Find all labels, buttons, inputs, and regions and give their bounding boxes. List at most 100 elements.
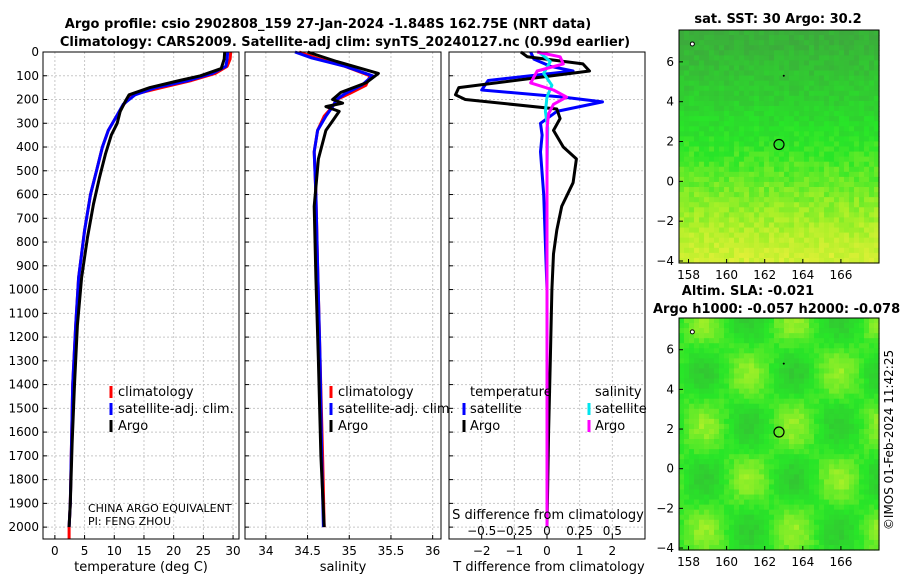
heatmap-cell [734, 393, 740, 400]
series-line-satellite-adj-clim- [294, 50, 375, 528]
heatmap-cell [679, 494, 685, 501]
heatmap-cell [804, 90, 810, 97]
heatmap-cell [709, 398, 715, 405]
heatmap-cell [864, 121, 870, 127]
y-tick-label: 800 [16, 235, 39, 249]
heatmap-cell [704, 151, 710, 158]
heatmap-cell [714, 388, 720, 395]
heatmap-cell [759, 146, 765, 153]
heatmap-cell [719, 529, 725, 536]
heatmap-cell [779, 55, 785, 61]
heatmap-cell [814, 504, 820, 511]
heatmap-cell [864, 237, 870, 244]
heatmap-cell [789, 116, 795, 122]
heatmap-cell [689, 197, 695, 203]
heatmap-cell [804, 207, 810, 213]
heatmap-cell [854, 368, 860, 375]
heatmap-cell [684, 227, 690, 234]
heatmap-cell [714, 348, 720, 354]
heatmap-cell [694, 187, 700, 193]
heatmap-cell [729, 504, 735, 511]
heatmap-cell [719, 343, 725, 349]
heatmap-cell [774, 40, 780, 46]
heatmap-cell [869, 318, 875, 324]
heatmap-cell [814, 348, 820, 354]
heatmap-cell [829, 166, 835, 173]
heatmap-cell [839, 338, 845, 344]
heatmap-cell [849, 534, 855, 541]
heatmap-cell [769, 393, 775, 400]
heatmap-cell [684, 413, 690, 420]
heatmap-cell [834, 65, 840, 72]
heatmap-cell [699, 40, 705, 46]
heatmap-cell [859, 343, 865, 349]
heatmap-cell [689, 202, 695, 208]
heatmap-cell [734, 192, 740, 198]
heatmap-cell [769, 131, 775, 137]
heatmap-cell [699, 60, 705, 67]
heatmap-cell [874, 141, 880, 148]
heatmap-cell [864, 80, 870, 87]
heatmap-cell [859, 141, 865, 148]
heatmap-cell [829, 534, 835, 541]
y-tick-label: 500 [16, 164, 39, 178]
heatmap-cell [679, 464, 685, 470]
heatmap-cell [739, 479, 745, 486]
heatmap-cell [799, 222, 805, 229]
heatmap-cell [749, 353, 755, 359]
heatmap-cell [734, 444, 740, 450]
heatmap-cell [704, 469, 710, 475]
heatmap-cell [744, 161, 750, 168]
heatmap-cell [814, 136, 820, 143]
heatmap-cell [824, 363, 830, 370]
heatmap-cell [769, 479, 775, 486]
heatmap-cell [694, 65, 700, 72]
heatmap-cell [794, 398, 800, 405]
heatmap-cell [754, 343, 760, 349]
heatmap-cell [769, 388, 775, 395]
heatmap-cell [724, 161, 730, 168]
heatmap-cell [859, 499, 865, 506]
heatmap-cell [694, 111, 700, 117]
heatmap-cell [784, 338, 790, 344]
heatmap-cell [759, 55, 765, 61]
heatmap-cell [689, 252, 695, 259]
heatmap-cell [689, 35, 695, 41]
heatmap-cell [799, 333, 805, 339]
heatmap-cell [844, 423, 850, 430]
heatmap-cell [864, 257, 870, 264]
heatmap-cell [709, 70, 715, 77]
heatmap-cell [774, 30, 780, 36]
heatmap-cell [709, 55, 715, 61]
heatmap-cell [714, 222, 720, 229]
heatmap-cell [684, 479, 690, 486]
heatmap-cell [789, 318, 795, 324]
heatmap-cell [724, 378, 730, 385]
heatmap-cell [874, 393, 880, 400]
heatmap-cell [709, 121, 715, 127]
heatmap-cell [739, 55, 745, 61]
heatmap-cell [849, 192, 855, 198]
heatmap-cell [754, 348, 760, 354]
heatmap-cell [849, 529, 855, 536]
heatmap-cell [874, 161, 880, 168]
heatmap-cell [859, 181, 865, 188]
heatmap-cell [859, 151, 865, 158]
heatmap-cell [854, 217, 860, 224]
heatmap-cell [804, 524, 810, 531]
heatmap-cell [744, 423, 750, 430]
heatmap-cell [689, 499, 695, 506]
heatmap-cell [749, 328, 755, 334]
heatmap-cell [844, 418, 850, 425]
heatmap-cell [869, 418, 875, 425]
heatmap-cell [729, 90, 735, 97]
heatmap-cell [689, 323, 695, 329]
heatmap-cell [829, 434, 835, 440]
heatmap-cell [814, 519, 820, 526]
heatmap-cell [874, 454, 880, 460]
heatmap-cell [824, 146, 830, 153]
heatmap-cell [764, 444, 770, 450]
heatmap-cell [739, 252, 745, 259]
heatmap-cell [744, 484, 750, 491]
heatmap-cell [814, 444, 820, 450]
